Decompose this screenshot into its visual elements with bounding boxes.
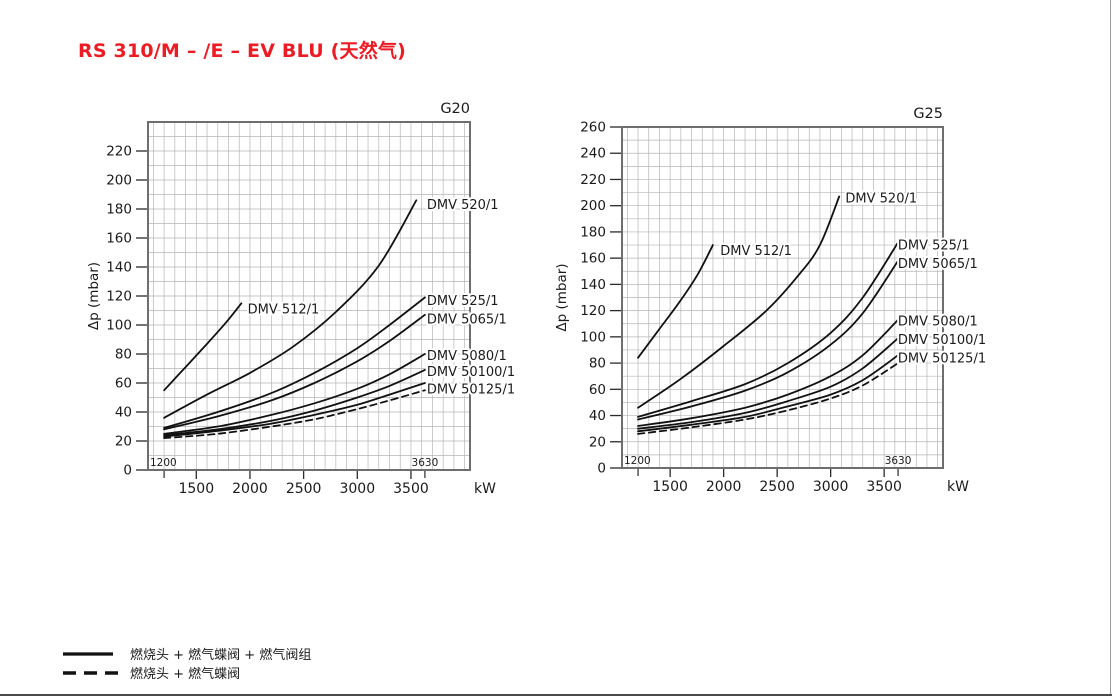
- range-mark-label: 3630: [885, 455, 912, 467]
- x-tick-label: 2000: [706, 479, 742, 495]
- legend-label-dashed: 燃烧头 + 燃气蝶阀: [130, 667, 241, 682]
- y-tick-label: 160: [106, 231, 132, 247]
- series-curve: [163, 302, 243, 392]
- x-tick-label: 2500: [286, 481, 322, 497]
- y-tick-label: 220: [580, 172, 606, 188]
- chart-title: G20: [440, 101, 470, 117]
- y-axis: [136, 150, 147, 471]
- y-tick-label: 60: [589, 382, 606, 398]
- curve-label: DMV 5065/1: [898, 257, 978, 272]
- y-tick-label: 160: [580, 251, 606, 267]
- axis-title-y: Δp (mbar): [554, 263, 570, 331]
- chart-svg-G20: 0 20 40 60 80 100 120 140 160 180 200 220 1500 2000 25…: [86, 101, 517, 497]
- y-axis: [610, 126, 621, 469]
- y-tick-label: 0: [597, 461, 606, 477]
- range-mark-label: 1200: [150, 457, 177, 469]
- y-tick-label: 120: [106, 289, 132, 305]
- y-tick-label: 100: [106, 318, 132, 334]
- y-tick-label: 240: [580, 146, 606, 162]
- series-curve: [637, 337, 899, 430]
- series-curve: [163, 369, 426, 437]
- series-curve: [637, 241, 899, 418]
- grid: [622, 127, 943, 468]
- axis-title-y: Δp (mbar): [86, 262, 102, 330]
- grid: [148, 122, 470, 470]
- y-tick-label: 60: [115, 376, 132, 392]
- series-curve: [163, 199, 418, 419]
- y-tick-label: 220: [106, 144, 132, 160]
- y-tick-label: 260: [580, 120, 606, 136]
- legend: 燃烧头 + 燃气蝶阀 + 燃气阀组 燃烧头 + 燃气蝶阀: [60, 644, 311, 682]
- x-tick-label: 3500: [866, 479, 902, 495]
- range-mark-label: 3630: [412, 457, 439, 469]
- series-curve: [163, 313, 426, 431]
- dashed-line-sample: [63, 670, 124, 675]
- series-curve: [637, 244, 714, 359]
- chart-svg-G25: 0 20 40 60 80 100 120 140 160 180 200 220 240 260 1500…: [554, 106, 988, 495]
- y-tick-label: 140: [106, 260, 132, 276]
- y-tick-label: 120: [580, 303, 606, 319]
- x-tick-label: 3500: [393, 481, 429, 497]
- plot-frame: [621, 126, 944, 469]
- series-curve: [637, 195, 841, 409]
- chart-title: G25: [913, 106, 943, 122]
- page-right-border: [1110, 0, 1111, 696]
- series-curve: [163, 353, 426, 435]
- x-axis: [669, 469, 885, 477]
- curve-label: DMV 50100/1: [427, 365, 515, 380]
- page-bottom-border: [0, 694, 1112, 696]
- curve-label: DMV 520/1: [427, 198, 499, 213]
- y-tick-label: 200: [106, 173, 132, 189]
- x-tick-label: 3000: [813, 479, 849, 495]
- curve-label: DMV 512/1: [720, 244, 792, 259]
- y-tick-label: 0: [123, 463, 132, 479]
- plot-frame: [147, 121, 471, 471]
- curve-label: DMV 5080/1: [898, 315, 978, 330]
- series-curve: [637, 354, 899, 433]
- axis-title-x: kW: [947, 479, 969, 495]
- range-mark-label: 1200: [624, 455, 651, 467]
- x-tick-label: 2500: [759, 479, 795, 495]
- curve-label: DMV 525/1: [898, 239, 970, 254]
- y-tick-label: 140: [580, 277, 606, 293]
- x-tick-label: 1500: [652, 479, 688, 495]
- curve-label: DMV 5080/1: [427, 349, 507, 364]
- series-curve: [163, 296, 426, 429]
- series-curve: [163, 382, 426, 438]
- curve-label: DMV 520/1: [845, 191, 917, 206]
- chart-g20: 0 20 40 60 80 100 120 140 160 180 200 220 1500 2000 25…: [85, 95, 547, 507]
- series-curve: [637, 318, 899, 427]
- y-tick-label: 180: [580, 224, 606, 240]
- y-tick-label: 100: [580, 329, 606, 345]
- curve-label: DMV 512/1: [248, 303, 320, 318]
- y-tick-label: 20: [115, 434, 132, 450]
- y-tick-label: 40: [589, 408, 606, 424]
- axis-title-x: kW: [474, 481, 496, 497]
- curve-label: DMV 50125/1: [427, 382, 515, 397]
- legend-item-solid: 燃烧头 + 燃气蝶阀 + 燃气阀组: [60, 644, 311, 663]
- page-title: RS 310/M – /E – EV BLU (天然气): [78, 40, 407, 62]
- chart-g25: 0 20 40 60 80 100 120 140 160 180 200 220 240 260 1500…: [553, 95, 1093, 507]
- y-tick-label: 80: [115, 347, 132, 363]
- y-tick-label: 180: [106, 202, 132, 218]
- y-tick-label: 80: [589, 356, 606, 372]
- curve-label: DMV 50100/1: [898, 333, 986, 348]
- solid-line-sample: [63, 651, 113, 656]
- y-tick-label: 40: [115, 405, 132, 421]
- y-tick-label: 20: [589, 434, 606, 450]
- series-curve: [637, 362, 899, 435]
- legend-label-solid: 燃烧头 + 燃气蝶阀 + 燃气阀组: [130, 648, 312, 663]
- legend-item-dashed: 燃烧头 + 燃气蝶阀: [60, 663, 311, 682]
- curve-label: DMV 50125/1: [898, 351, 986, 366]
- x-tick-label: 3000: [339, 481, 375, 497]
- series-curve: [637, 259, 899, 421]
- y-tick-label: 200: [580, 198, 606, 214]
- x-tick-label: 2000: [232, 481, 268, 497]
- curve-label: DMV 525/1: [427, 294, 499, 309]
- x-tick-label: 1500: [178, 481, 214, 497]
- x-axis: [195, 471, 412, 479]
- curve-label: DMV 5065/1: [427, 313, 507, 328]
